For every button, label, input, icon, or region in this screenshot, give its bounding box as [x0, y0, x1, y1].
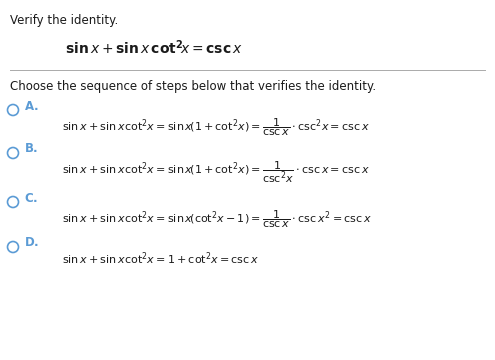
Text: $\mathbf{C.\!}$: $\mathbf{C.\!}$	[24, 192, 38, 204]
Text: $\mathbf{D.\!}$: $\mathbf{D.\!}$	[24, 237, 39, 249]
Text: $\mathbf{sin}\,x + \mathbf{sin}\,x\,\mathbf{cot}^{\mathbf{2}}\!x = \mathbf{csc}\: $\mathbf{sin}\,x + \mathbf{sin}\,x\,\mat…	[65, 38, 243, 57]
Text: Choose the sequence of steps below that verifies the identity.: Choose the sequence of steps below that …	[10, 80, 376, 93]
Text: $\mathbf{A.\!}$: $\mathbf{A.\!}$	[24, 99, 39, 112]
Text: $\sin x + \sin x\cot^2\!x = \sin x\!\left(\cot^2\!x-1\right) = \dfrac{1}{\mathrm: $\sin x + \sin x\cot^2\!x = \sin x\!\lef…	[62, 209, 372, 230]
Text: $\sin x + \sin x\cot^2\!x = 1 + \cot^2\!x = \csc x$: $\sin x + \sin x\cot^2\!x = 1 + \cot^2\!…	[62, 250, 259, 267]
Text: $\mathbf{B.\!}$: $\mathbf{B.\!}$	[24, 143, 38, 156]
Text: $\sin x + \sin x\cot^2\!x = \sin x\!\left(1+\cot^2\!x\right) = \dfrac{1}{\mathrm: $\sin x + \sin x\cot^2\!x = \sin x\!\lef…	[62, 117, 370, 139]
Text: $\sin x + \sin x\cot^2\!x = \sin x\!\left(1+\cot^2\!x\right) = \dfrac{1}{\csc^2\: $\sin x + \sin x\cot^2\!x = \sin x\!\lef…	[62, 160, 370, 185]
Text: Verify the identity.: Verify the identity.	[10, 14, 118, 27]
